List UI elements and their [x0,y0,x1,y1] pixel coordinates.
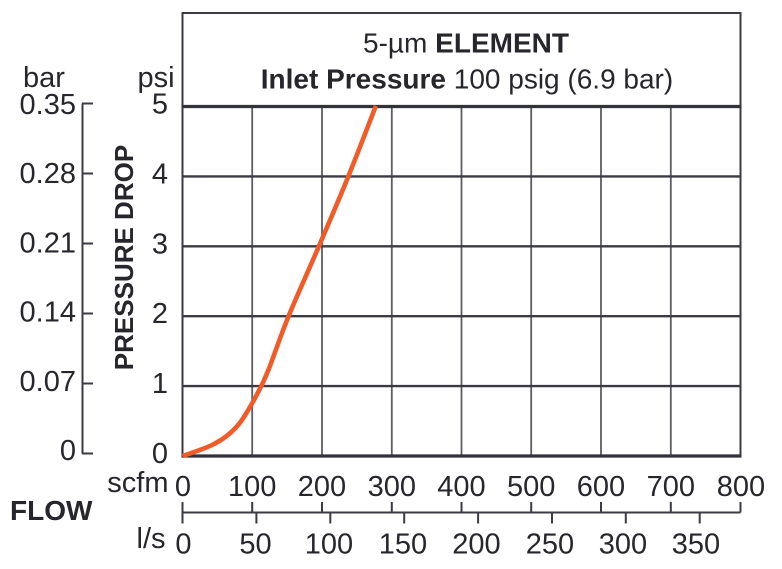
svg-text:300: 300 [599,529,647,561]
svg-text:200: 200 [298,471,346,503]
svg-text:0.35: 0.35 [20,89,76,121]
svg-text:200: 200 [452,529,500,561]
svg-text:150: 150 [379,529,427,561]
svg-text:0: 0 [175,529,191,561]
svg-text:400: 400 [437,471,485,503]
svg-text:0.14: 0.14 [20,297,76,329]
svg-text:bar: bar [23,62,65,94]
svg-text:0.07: 0.07 [20,366,76,398]
svg-text:800: 800 [717,471,765,503]
svg-text:250: 250 [526,529,574,561]
svg-text:500: 500 [507,471,555,503]
svg-text:FLOW: FLOW [10,495,93,526]
svg-text:5: 5 [152,89,168,121]
svg-text:0: 0 [175,471,191,503]
svg-text:100: 100 [228,471,276,503]
svg-text:psi: psi [137,62,174,94]
svg-text:l/s: l/s [137,523,166,555]
svg-text:0.28: 0.28 [20,158,76,190]
svg-text:5-µm ELEMENT: 5-µm ELEMENT [363,28,569,59]
svg-text:0.21: 0.21 [20,227,76,259]
svg-text:50: 50 [239,529,271,561]
svg-text:Inlet Pressure 100 psig (6.9 b: Inlet Pressure 100 psig (6.9 bar) [261,63,673,94]
svg-text:350: 350 [672,529,720,561]
svg-text:0: 0 [60,435,76,467]
svg-text:100: 100 [305,529,353,561]
svg-text:600: 600 [577,471,625,503]
svg-text:4: 4 [152,158,168,190]
svg-text:0: 0 [152,438,168,470]
svg-text:3: 3 [152,228,168,260]
svg-text:2: 2 [152,298,168,330]
svg-text:PRESSURE DROP: PRESSURE DROP [109,145,139,370]
svg-text:300: 300 [368,471,416,503]
svg-text:1: 1 [152,368,168,400]
svg-text:700: 700 [647,471,695,503]
svg-text:scfm: scfm [107,467,168,499]
